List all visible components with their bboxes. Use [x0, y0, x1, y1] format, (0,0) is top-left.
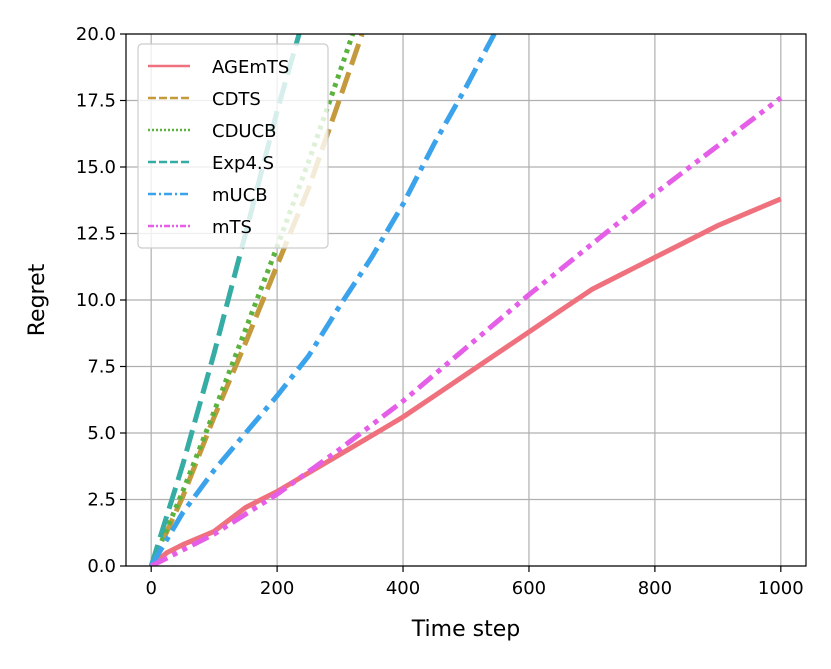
y-tick-label: 17.5 — [76, 91, 116, 112]
y-axis-title: Regret — [25, 263, 50, 336]
legend-label: CDUCB — [212, 121, 277, 142]
x-axis-title: Time step — [411, 617, 520, 642]
series-line-mts — [150, 95, 783, 566]
legend: AGEmTS CDTS CDUCB Exp4.S mUCB mTS — [137, 43, 329, 249]
legend-box — [137, 43, 329, 249]
legend-label: AGEmTS — [212, 57, 289, 78]
y-tick-label: 20.0 — [76, 24, 116, 45]
legend-label: mUCB — [212, 185, 268, 206]
y-tick-label: 15.0 — [76, 157, 116, 178]
series-line-agemts — [149, 196, 782, 566]
y-tick-label: 2.5 — [87, 490, 116, 511]
x-tick-label: 400 — [386, 578, 420, 599]
legend-label: CDTS — [212, 89, 261, 110]
series-line-cducb — [148, 34, 356, 566]
x-tick-label: 800 — [638, 578, 672, 599]
x-tick-label: 600 — [512, 578, 546, 599]
y-tick-label: 5.0 — [87, 423, 116, 444]
y-tick-label: 10.0 — [76, 290, 116, 311]
x-tick-label: 200 — [260, 578, 294, 599]
y-tick-label: 0.0 — [87, 556, 116, 577]
y-tick-label: 12.5 — [76, 224, 116, 245]
y-tick-label: 7.5 — [87, 357, 116, 378]
series-line-mucb — [149, 34, 497, 566]
x-tick-label: 0 — [145, 578, 156, 599]
axis-ticks: 0 200 400 600 800 1000 0.0 2.5 5.0 7.5 10.0 12.5 15.… — [76, 24, 804, 599]
legend-label: mTS — [212, 217, 252, 238]
x-tick-label: 1000 — [758, 578, 804, 599]
legend-label: Exp4.S — [212, 153, 274, 174]
